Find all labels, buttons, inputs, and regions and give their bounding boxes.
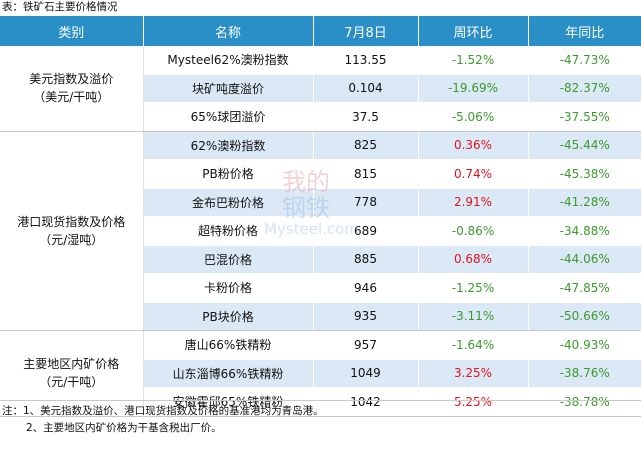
item-name: PB粉价格: [143, 159, 314, 189]
item-name: 唐山66%铁精粉: [143, 330, 314, 360]
item-wow-change: 2.91%: [418, 188, 529, 217]
category-unit: （元/干吨）: [39, 375, 104, 390]
item-wow-change: 0.74%: [418, 159, 529, 189]
item-wow-change: -3.11%: [418, 302, 529, 331]
item-yoy-change: -82.37%: [528, 74, 641, 103]
table-header-row: 类别 名称 7月8日 周环比 年同比: [0, 16, 641, 46]
item-yoy-change: -45.44%: [528, 131, 641, 160]
item-yoy-change: -44.06%: [528, 245, 641, 274]
footnote-2: 2、主要地区内矿价格为干基含税出厂价。: [26, 422, 222, 434]
footer-divider: [0, 400, 641, 401]
item-price: 113.55: [313, 46, 419, 75]
footnote-1: 注：1、美元指数及溢价、港口现货指数及价格的基准港均为青岛港。: [2, 405, 324, 417]
table-row: 卡粉价格 946 -1.25% -47.85%: [0, 273, 641, 303]
table-row: 安徽霍邱65%铁精粉 1042 5.25% -38.78%: [0, 387, 641, 417]
item-price: 778: [313, 188, 419, 217]
item-wow-change: -1.52%: [418, 46, 529, 75]
table-body: 美元指数及溢价 （美元/干吨） Mysteel62%澳粉指数 113.55 -1.52%…: [0, 46, 641, 417]
item-yoy-change: -38.76%: [528, 359, 641, 388]
table-caption: 表：铁矿石主要价格情况: [2, 1, 118, 13]
table-row: 金布巴粉价格 778 2.91% -41.28%: [0, 188, 641, 217]
item-price: 957: [313, 330, 419, 360]
category-label: 美元指数及溢价: [29, 72, 114, 87]
item-yoy-change: -41.28%: [528, 188, 641, 217]
header-date: 7月8日: [313, 16, 419, 46]
table-row: 山东淄博66%铁精粉 1049 3.25% -38.76%: [0, 359, 641, 388]
item-price: 0.104: [313, 74, 419, 103]
item-name: PB块价格: [143, 302, 314, 331]
header-category: 类别: [0, 16, 144, 46]
item-yoy-change: -40.93%: [528, 330, 641, 360]
category-unit: （美元/干吨）: [33, 90, 110, 105]
item-price: 815: [313, 159, 419, 189]
category-label: 港口现货指数及价格: [17, 214, 126, 229]
item-wow-change: 0.36%: [418, 131, 529, 160]
iron-ore-price-table: 类别 名称 7月8日 周环比 年同比 美元指数及溢价 （美元/干吨） Mysteel…: [0, 16, 641, 417]
item-yoy-change: -37.55%: [528, 102, 641, 132]
category-cell: 美元指数及溢价 （美元/干吨）: [0, 46, 144, 132]
item-price: 935: [313, 302, 419, 331]
item-yoy-change: -50.66%: [528, 302, 641, 331]
table-row: PB块价格 935 -3.11% -50.66%: [0, 302, 641, 331]
item-name: 卡粉价格: [143, 273, 314, 303]
table-row: 65%球团溢价 37.5 -5.06% -37.55%: [0, 102, 641, 132]
table-row: PB粉价格 815 0.74% -45.38%: [0, 159, 641, 189]
item-wow-change: -19.69%: [418, 74, 529, 103]
item-price: 1049: [313, 359, 419, 388]
item-wow-change: 5.25%: [418, 387, 529, 417]
item-yoy-change: -45.38%: [528, 159, 641, 189]
item-name: Mysteel62%澳粉指数: [143, 46, 314, 75]
item-name: 巴混价格: [143, 245, 314, 274]
item-price: 689: [313, 216, 419, 246]
table-row: 主要地区内矿价格 （元/干吨） 唐山66%铁精粉 957 -1.64% -40.93%: [0, 330, 641, 417]
table-row: 超特粉价格 689 -0.86% -34.88%: [0, 216, 641, 246]
item-wow-change: -1.25%: [418, 273, 529, 303]
item-price: 946: [313, 273, 419, 303]
item-price: 825: [313, 131, 419, 160]
item-wow-change: -1.64%: [418, 330, 529, 360]
table-row: 美元指数及溢价 （美元/干吨） Mysteel62%澳粉指数 113.55 -1.52%…: [0, 46, 641, 132]
item-wow-change: 3.25%: [418, 359, 529, 388]
item-name: 超特粉价格: [143, 216, 314, 246]
table-row: 巴混价格 885 0.68% -44.06%: [0, 245, 641, 274]
table-row: 块矿吨度溢价 0.104 -19.69% -82.37%: [0, 74, 641, 103]
item-name: 山东淄博66%铁精粉: [143, 359, 314, 388]
item-price: 1042: [313, 387, 419, 417]
item-yoy-change: -38.78%: [528, 387, 641, 417]
item-yoy-change: -34.88%: [528, 216, 641, 246]
item-yoy-change: -47.85%: [528, 273, 641, 303]
item-name: 金布巴粉价格: [143, 188, 314, 217]
item-price: 885: [313, 245, 419, 274]
category-cell: 港口现货指数及价格 （元/湿吨）: [0, 131, 144, 331]
header-yoy: 年同比: [528, 16, 641, 46]
item-name: 块矿吨度溢价: [143, 74, 314, 103]
item-wow-change: -5.06%: [418, 102, 529, 132]
item-yoy-change: -47.73%: [528, 46, 641, 75]
table-row: 港口现货指数及价格 （元/湿吨） 62%澳粉指数 825 0.36% -45.44%: [0, 131, 641, 331]
item-price: 37.5: [313, 102, 419, 132]
header-name: 名称: [143, 16, 314, 46]
category-label: 主要地区内矿价格: [23, 357, 120, 372]
footnotes: 注：1、美元指数及溢价、港口现货指数及价格的基准港均为青岛港。 2、主要地区内矿…: [2, 403, 324, 437]
category-cell: 主要地区内矿价格 （元/干吨）: [0, 330, 144, 417]
item-name: 安徽霍邱65%铁精粉: [143, 387, 314, 417]
header-wow: 周环比: [418, 16, 529, 46]
category-unit: （元/湿吨）: [39, 232, 104, 247]
item-name: 62%澳粉指数: [143, 131, 314, 160]
item-wow-change: 0.68%: [418, 245, 529, 274]
item-name: 65%球团溢价: [143, 102, 314, 132]
item-wow-change: -0.86%: [418, 216, 529, 246]
